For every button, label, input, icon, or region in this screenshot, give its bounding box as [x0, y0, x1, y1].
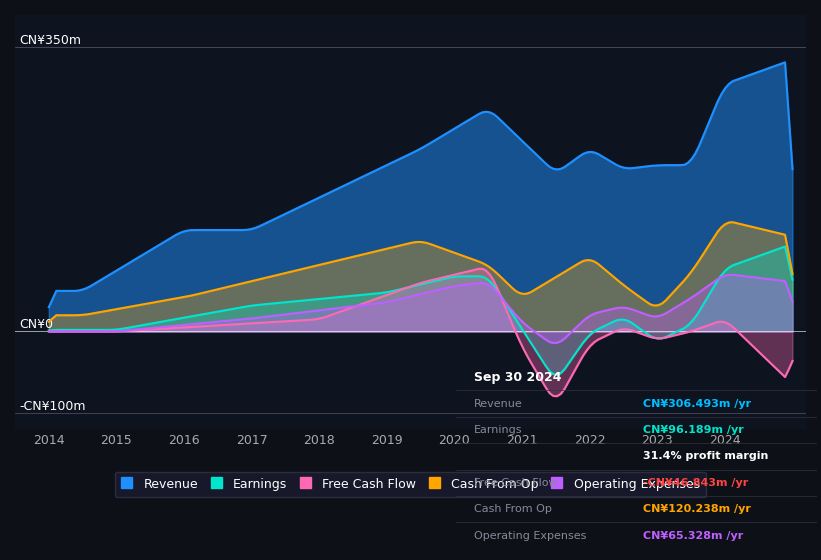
Text: Cash From Op: Cash From Op	[474, 504, 552, 514]
Text: CN¥65.328m /yr: CN¥65.328m /yr	[644, 531, 744, 540]
Text: 31.4% profit margin: 31.4% profit margin	[644, 451, 769, 461]
Text: -CN¥46.843m /yr: -CN¥46.843m /yr	[644, 478, 749, 488]
Text: CN¥0: CN¥0	[19, 319, 53, 332]
Text: Sep 30 2024: Sep 30 2024	[474, 371, 562, 384]
Text: Operating Expenses: Operating Expenses	[474, 531, 586, 540]
Text: Earnings: Earnings	[474, 425, 522, 435]
Text: CN¥350m: CN¥350m	[19, 35, 81, 48]
Legend: Revenue, Earnings, Free Cash Flow, Cash From Op, Operating Expenses: Revenue, Earnings, Free Cash Flow, Cash …	[115, 472, 706, 497]
Text: CN¥306.493m /yr: CN¥306.493m /yr	[644, 399, 751, 409]
Text: CN¥120.238m /yr: CN¥120.238m /yr	[644, 504, 751, 514]
Text: -CN¥100m: -CN¥100m	[19, 400, 85, 413]
Text: Revenue: Revenue	[474, 399, 522, 409]
Text: CN¥96.189m /yr: CN¥96.189m /yr	[644, 425, 745, 435]
Text: Free Cash Flow: Free Cash Flow	[474, 478, 557, 488]
